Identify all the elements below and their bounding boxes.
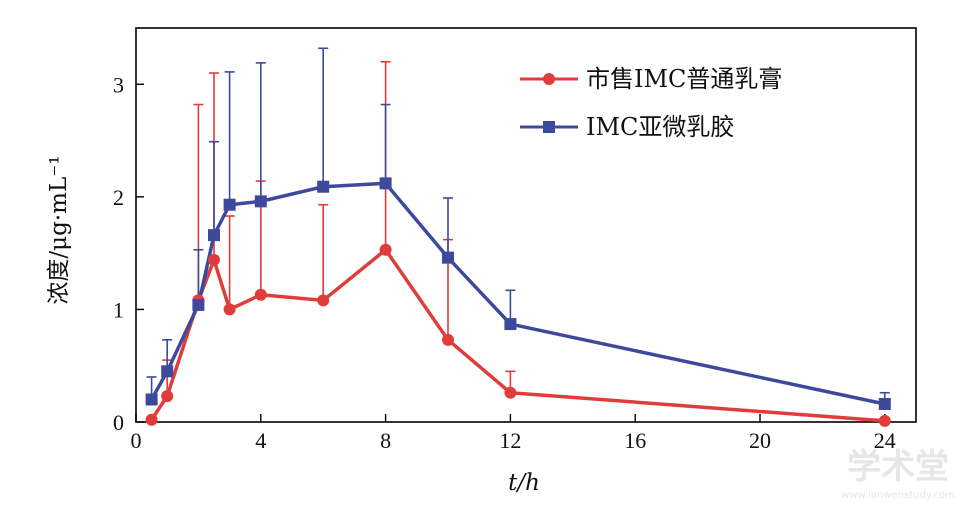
x-tick-label: 0: [131, 428, 142, 453]
data-point-series-2: [317, 180, 330, 193]
data-point-series-1: [161, 390, 174, 403]
data-point-series-1: [442, 333, 454, 346]
data-point-series-2: [223, 198, 236, 211]
watermark-logo: 学术堂 www.lunwenstudy.com: [841, 447, 955, 501]
data-point-series-2: [504, 318, 517, 331]
data-point-series-2: [161, 365, 174, 378]
watermark-url: www.lunwenstudy.com: [841, 490, 955, 501]
x-tick-label: 20: [749, 428, 771, 453]
y-tick-label: 2: [113, 185, 124, 210]
error-bars: [146, 47, 890, 404]
data-point-series-1: [878, 414, 891, 427]
plot-frame: [135, 27, 917, 423]
data-point-series-2: [145, 393, 158, 406]
plot-area: [135, 27, 917, 423]
data-point-series-1: [208, 253, 220, 266]
data-point-series-2: [192, 298, 205, 311]
data-point-series-2: [379, 177, 392, 190]
data-point-series-2: [442, 251, 454, 264]
x-axis-label: t/h: [508, 470, 540, 496]
data-point-series-1: [254, 288, 267, 301]
legend: 市售IMC普通乳膏 IMC亚微乳胶: [520, 65, 782, 141]
legend-marker-series-1: [543, 73, 555, 85]
watermark-title: 学术堂: [847, 447, 949, 487]
legend-marker-series-2: [543, 121, 555, 133]
x-tick-label: 4: [255, 428, 266, 453]
x-tick-label: 8: [380, 428, 391, 453]
legend-label-series-2: IMC亚微乳胶: [586, 113, 734, 141]
data-point-series-1: [317, 294, 330, 307]
y-tick-label: 3: [113, 72, 124, 97]
data-point-series-2: [878, 397, 891, 410]
x-tick-label: 12: [499, 428, 521, 453]
data-point-series-2: [208, 229, 220, 242]
series-markers: [145, 177, 891, 427]
data-point-series-1: [223, 303, 236, 316]
y-tick-label: 0: [113, 410, 124, 435]
x-axis: 0 4 8 12 16 20 24: [131, 414, 896, 453]
data-point-series-1: [504, 386, 517, 399]
x-tick-label: 16: [624, 428, 646, 453]
data-point-series-1: [379, 243, 392, 256]
data-point-series-2: [254, 195, 267, 208]
data-point-series-1: [145, 413, 158, 426]
x-tick-label: 24: [874, 428, 896, 453]
legend-label-series-1: 市售IMC普通乳膏: [586, 65, 782, 93]
y-axis: 0 1 2 3: [113, 72, 144, 435]
y-tick-label: 1: [113, 297, 124, 322]
y-axis-label: 浓度/μg·mL⁻¹: [46, 155, 72, 304]
